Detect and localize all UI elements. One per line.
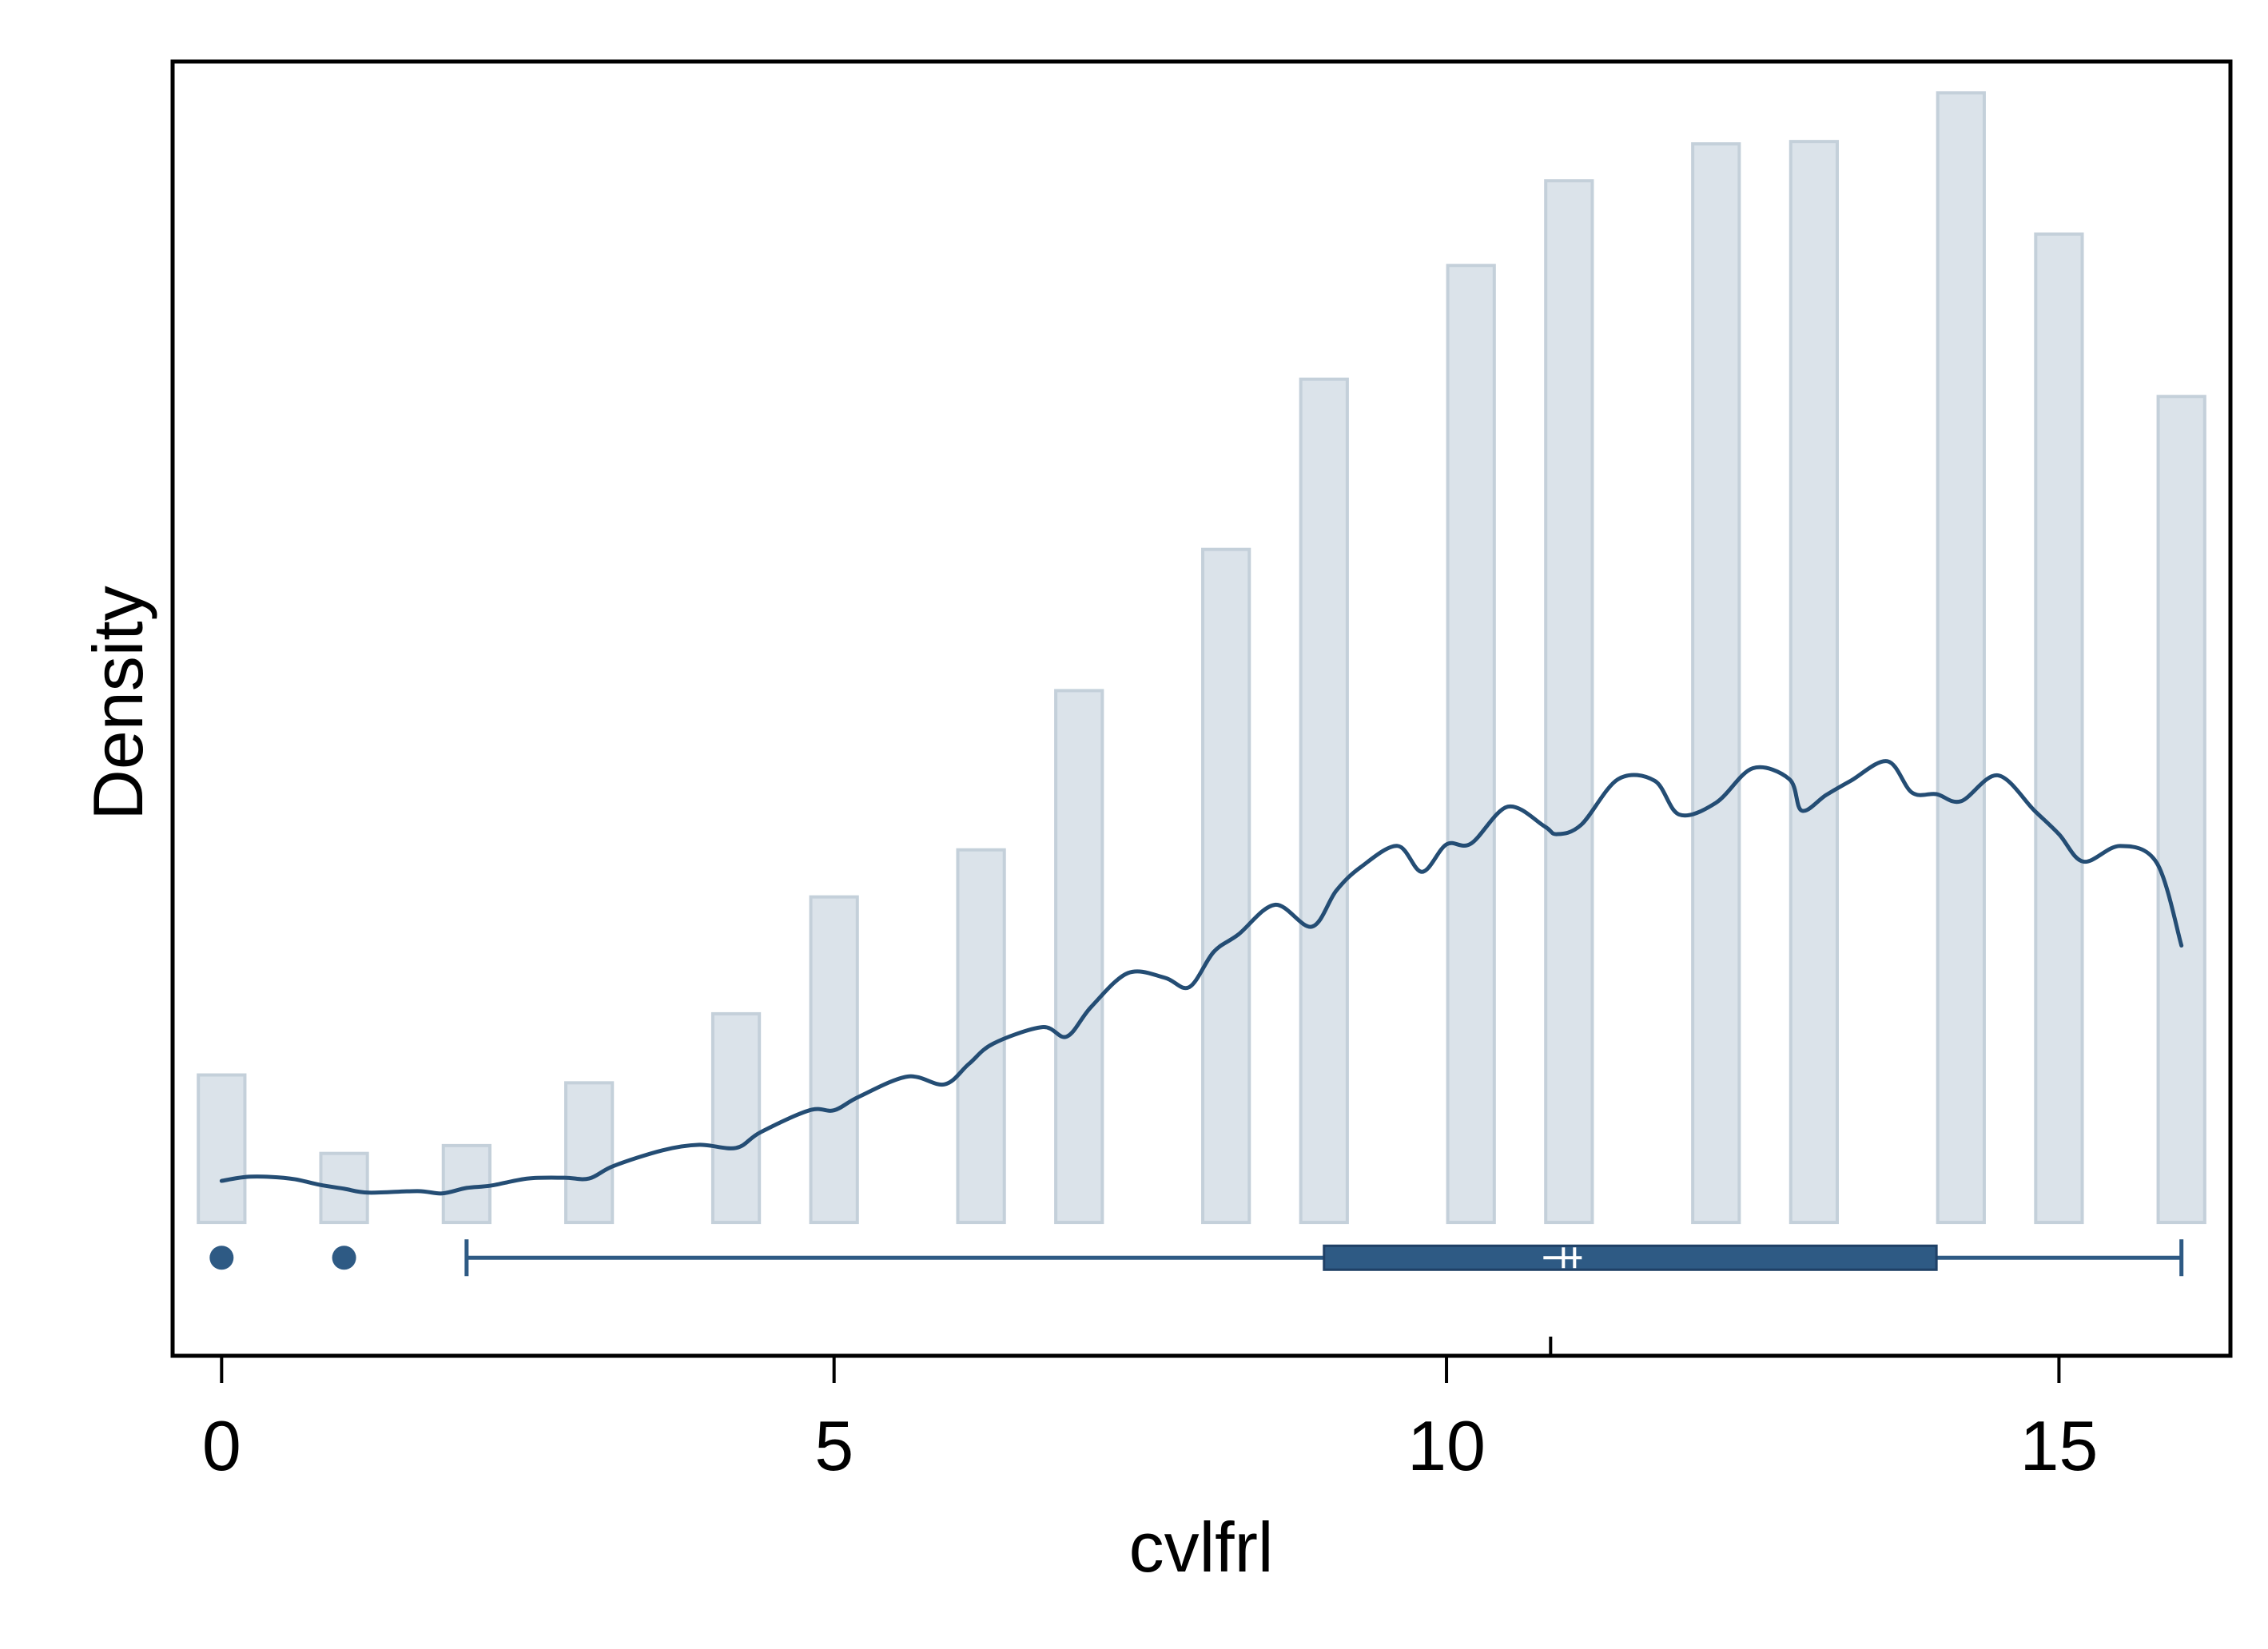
x-tick-label: 15 xyxy=(2019,1406,2098,1485)
histogram-bar xyxy=(2156,395,2206,1225)
x-tick-label: 0 xyxy=(202,1406,241,1485)
histogram-bar xyxy=(564,1081,615,1225)
histogram-bar xyxy=(956,848,1006,1225)
outlier-point xyxy=(209,1246,234,1270)
histogram-bar xyxy=(1054,689,1104,1225)
x-tick-label: 5 xyxy=(814,1406,853,1485)
outlier-point xyxy=(332,1246,356,1270)
density-curve xyxy=(219,759,2184,1196)
plot-frame xyxy=(170,59,2233,1358)
histogram-bar xyxy=(441,1143,491,1225)
x-axis-label: cvlfrl xyxy=(1129,1508,1274,1587)
boxplot-box xyxy=(1323,1244,1938,1271)
density-curve-layer xyxy=(219,759,2184,1196)
x-tick-label: 10 xyxy=(1407,1406,1486,1485)
histogram-bar xyxy=(1789,140,1839,1225)
histogram-bar xyxy=(1201,547,1251,1225)
histogram-bar xyxy=(1544,179,1594,1225)
histogram-bar xyxy=(2034,232,2084,1225)
histogram-bar xyxy=(197,1073,247,1225)
histogram-bar xyxy=(1936,91,1986,1225)
x-axis: 0 5 10 15 xyxy=(202,1356,2098,1485)
histogram-bar xyxy=(1299,377,1349,1225)
histogram-bar xyxy=(1446,264,1496,1225)
histogram-bar xyxy=(809,895,859,1225)
histogram-bar xyxy=(1691,142,1741,1225)
boxplot-layer xyxy=(209,1239,2184,1354)
histogram-bar xyxy=(710,1011,762,1225)
histogram-bars xyxy=(197,91,2206,1225)
y-axis-label: Density xyxy=(78,586,157,820)
